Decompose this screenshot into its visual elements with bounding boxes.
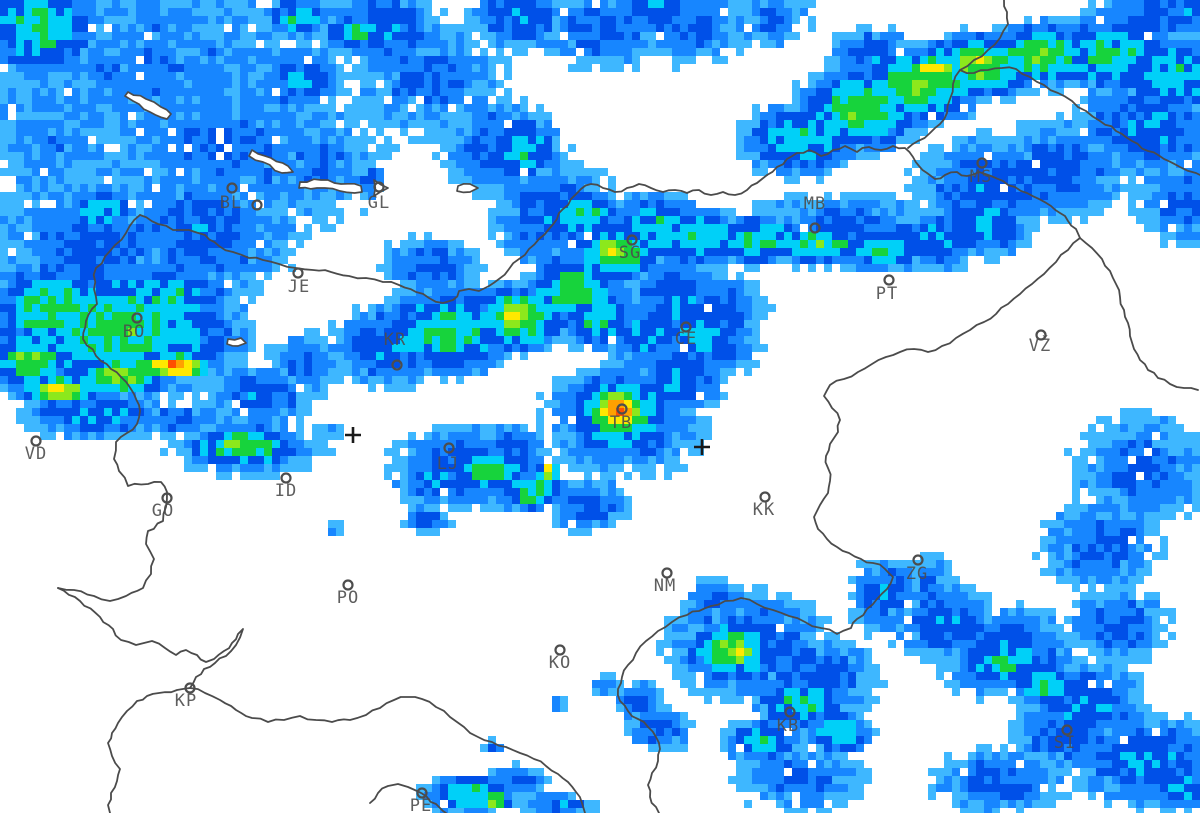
country-border <box>57 214 168 602</box>
station-marker: KK <box>753 491 775 520</box>
station-marker: JE <box>288 267 310 297</box>
country-border <box>959 0 1200 176</box>
station-marker: KP <box>175 682 197 711</box>
station-circle-icon <box>809 222 821 234</box>
station-circle-icon <box>1035 329 1047 341</box>
station-label: KO <box>549 653 571 673</box>
station-marker <box>251 199 263 211</box>
station-circle-icon <box>131 312 143 324</box>
station-marker: MS <box>970 157 992 187</box>
station-label: ID <box>275 481 297 501</box>
lake-outline <box>226 337 247 347</box>
station-label: GL <box>368 193 390 213</box>
station-circle-icon <box>443 442 455 454</box>
station-marker: VD <box>25 435 47 464</box>
station-label: KK <box>753 500 775 520</box>
station-marker: SG <box>619 234 641 263</box>
station-label: LJ <box>437 454 459 474</box>
station-marker: ZG <box>906 554 928 584</box>
station-circle-icon <box>342 579 354 591</box>
station-circle-icon <box>626 234 638 246</box>
station-marker: PE <box>410 787 432 813</box>
station-label: VD <box>25 444 47 464</box>
station-label: KR <box>384 330 406 350</box>
station-marker: KO <box>549 644 571 673</box>
station-circle-icon <box>30 435 42 447</box>
cross-marker-icon <box>694 439 710 455</box>
station-marker: KR <box>384 330 406 371</box>
station-marker: PO <box>337 579 359 608</box>
station-circle-icon <box>680 321 692 333</box>
station-circle-icon <box>1061 724 1073 736</box>
station-circle-icon <box>616 403 628 415</box>
station-circle-icon <box>292 267 304 279</box>
station-marker: PT <box>876 274 898 304</box>
country-border <box>369 783 447 813</box>
station-label: PO <box>337 588 359 608</box>
station-label: MB <box>804 194 826 214</box>
lake-outline <box>124 91 172 120</box>
station-circle-icon <box>976 157 988 169</box>
station-circle-icon <box>554 644 566 656</box>
station-circle-icon <box>416 787 428 799</box>
station-label: NM <box>654 576 676 596</box>
station-marker: CE <box>675 321 697 349</box>
station-marker: MB <box>804 194 826 234</box>
station-label: SG <box>619 243 641 263</box>
lake-outline <box>298 178 363 194</box>
country-border <box>189 687 586 813</box>
station-circle-icon <box>251 199 263 211</box>
country-border <box>1079 237 1199 391</box>
station-label: CE <box>675 329 697 349</box>
station-circle-icon <box>759 491 771 503</box>
station-label: VŽ <box>1029 334 1051 356</box>
station-marker: GO <box>152 492 174 521</box>
cross-marker-icon <box>345 427 361 443</box>
station-circle-icon <box>391 359 403 371</box>
station-label: JE <box>288 277 310 297</box>
station-label: BL <box>220 193 242 213</box>
station-label: ZG <box>906 564 928 584</box>
station-label: KP <box>175 691 197 711</box>
country-border <box>57 587 244 813</box>
station-circle-icon <box>161 492 173 504</box>
country-border <box>617 237 1081 813</box>
station-marker: ID <box>275 472 297 501</box>
station-marker: NM <box>654 567 676 596</box>
station-label: KB <box>777 716 799 736</box>
station-label: BO <box>123 322 145 342</box>
station-label: GO <box>152 501 174 521</box>
station-circle-icon <box>184 682 196 694</box>
station-marker: BO <box>123 312 145 342</box>
station-circle-icon <box>912 554 924 566</box>
station-circle-icon <box>373 181 385 193</box>
station-label: PE <box>410 796 432 813</box>
station-label: MS <box>970 167 992 187</box>
station-marker: VŽ <box>1029 329 1051 356</box>
country-border <box>139 145 1081 304</box>
station-marker: BL <box>220 182 242 213</box>
country-border <box>907 69 961 149</box>
lake-outline <box>456 182 479 194</box>
station-marker: LJ <box>437 442 459 474</box>
station-marker: TB <box>610 403 632 433</box>
station-marker: GL <box>368 181 390 213</box>
station-circle-icon <box>784 706 796 718</box>
station-marker: SI <box>1054 724 1076 753</box>
station-marker: KB <box>777 706 799 736</box>
station-circle-icon <box>280 472 292 484</box>
station-label: TB <box>610 413 632 433</box>
station-circle-icon <box>226 182 238 194</box>
lake-outline <box>248 149 294 174</box>
station-label: SI <box>1054 733 1076 753</box>
station-label: PT <box>876 284 898 304</box>
station-circle-icon <box>661 567 673 579</box>
station-circle-icon <box>883 274 895 286</box>
